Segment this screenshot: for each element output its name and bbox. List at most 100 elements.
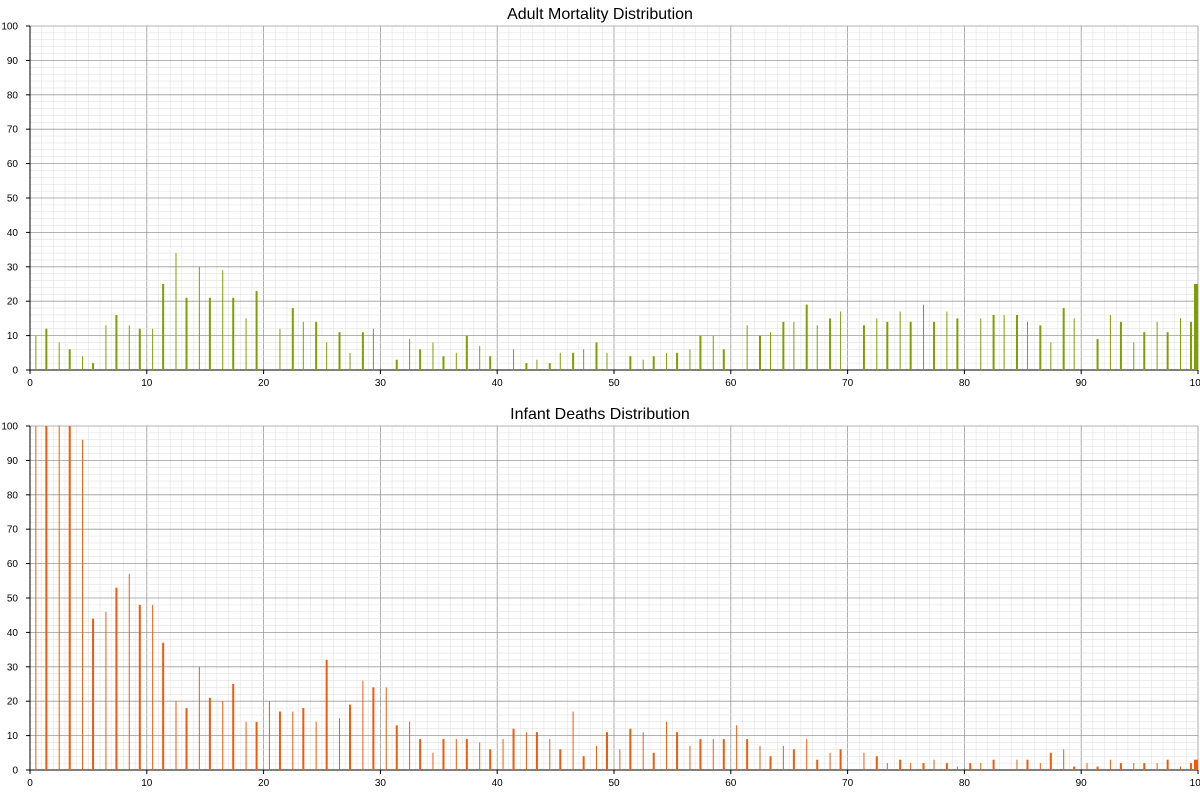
bar [619, 749, 621, 770]
bar [759, 745, 761, 770]
bar [432, 752, 434, 770]
bar [886, 321, 889, 370]
bar [245, 721, 247, 770]
bar [105, 325, 107, 370]
bar [198, 266, 200, 370]
bar [1133, 342, 1135, 370]
bar [559, 352, 561, 370]
bar [559, 749, 562, 770]
bar [208, 297, 211, 370]
y-tick-label: 40 [7, 228, 19, 239]
x-tick-label: 80 [959, 778, 971, 789]
bar [722, 739, 725, 770]
bar [1179, 766, 1181, 770]
bar [115, 587, 118, 770]
bar [722, 349, 725, 370]
bar [899, 759, 902, 770]
bar [419, 739, 422, 770]
bar [1143, 332, 1146, 370]
bar [1096, 339, 1099, 370]
y-tick-label: 80 [7, 90, 19, 101]
bar [629, 728, 632, 770]
bar [349, 352, 351, 370]
bar [175, 253, 177, 370]
bar [45, 328, 48, 370]
bar-series [35, 426, 1198, 770]
bar [326, 342, 328, 370]
bar [699, 335, 702, 370]
bar [746, 325, 748, 370]
bar [1189, 321, 1192, 370]
bar [105, 611, 107, 770]
bar [899, 311, 901, 370]
bar [162, 642, 165, 770]
bar [1039, 763, 1041, 770]
bar [923, 304, 925, 370]
bar [255, 721, 258, 770]
bar [875, 756, 878, 770]
bar [712, 739, 714, 770]
bar [92, 618, 95, 770]
bar [933, 321, 936, 370]
bar [362, 680, 364, 770]
bar [689, 349, 691, 370]
bar [980, 763, 982, 770]
x-tick-label: 60 [725, 778, 737, 789]
bar [409, 339, 411, 370]
bar [92, 363, 95, 370]
bar [361, 332, 364, 370]
bar [582, 756, 585, 770]
y-tick-label: 20 [7, 697, 19, 708]
bar [676, 352, 679, 370]
bar [1143, 763, 1146, 770]
y-tick-label: 0 [12, 766, 18, 777]
bar [1133, 763, 1135, 770]
bar [455, 739, 457, 770]
bar [549, 739, 551, 770]
bar [395, 359, 398, 370]
y-tick-label: 60 [7, 559, 19, 570]
bar [712, 335, 714, 370]
bar [548, 363, 551, 370]
chart-adult-mortality: Adult Mortality Distribution 0 10 20 30 40 50… [1, 6, 1200, 389]
x-tick-label: 30 [375, 778, 387, 789]
x-tick-label: 50 [608, 378, 620, 389]
bar [1156, 763, 1158, 770]
bar [1109, 759, 1111, 770]
bar [1156, 321, 1158, 370]
bar [1109, 314, 1111, 370]
y-tick-label: 100 [1, 22, 18, 33]
y-tick-label: 70 [7, 525, 19, 536]
bar [115, 314, 118, 370]
bar [1096, 766, 1099, 770]
bar [292, 711, 294, 770]
chart-title: Infant Deaths Distribution [510, 406, 690, 423]
bar [840, 311, 842, 370]
bar [245, 318, 247, 370]
y-tick-label: 100 [1, 422, 18, 433]
bar [992, 314, 995, 370]
bar [956, 318, 959, 370]
bar [185, 708, 188, 770]
x-tick-label: 20 [258, 378, 270, 389]
bar [58, 426, 60, 770]
bar [1026, 321, 1028, 370]
bar [442, 739, 445, 770]
bar [128, 325, 130, 370]
x-tick-label: 70 [842, 378, 854, 389]
bar [455, 352, 457, 370]
bar [35, 335, 37, 370]
x-tick-label: 40 [492, 778, 504, 789]
bar [465, 335, 468, 370]
bar [805, 304, 808, 370]
bar [419, 349, 422, 370]
bar [175, 701, 177, 770]
bar [502, 739, 504, 770]
bar [268, 701, 270, 770]
bar [489, 749, 492, 770]
x-tick-label: 70 [842, 778, 854, 789]
bar [1039, 325, 1042, 370]
bar [666, 352, 668, 370]
bar [35, 426, 37, 770]
bar [325, 659, 328, 770]
